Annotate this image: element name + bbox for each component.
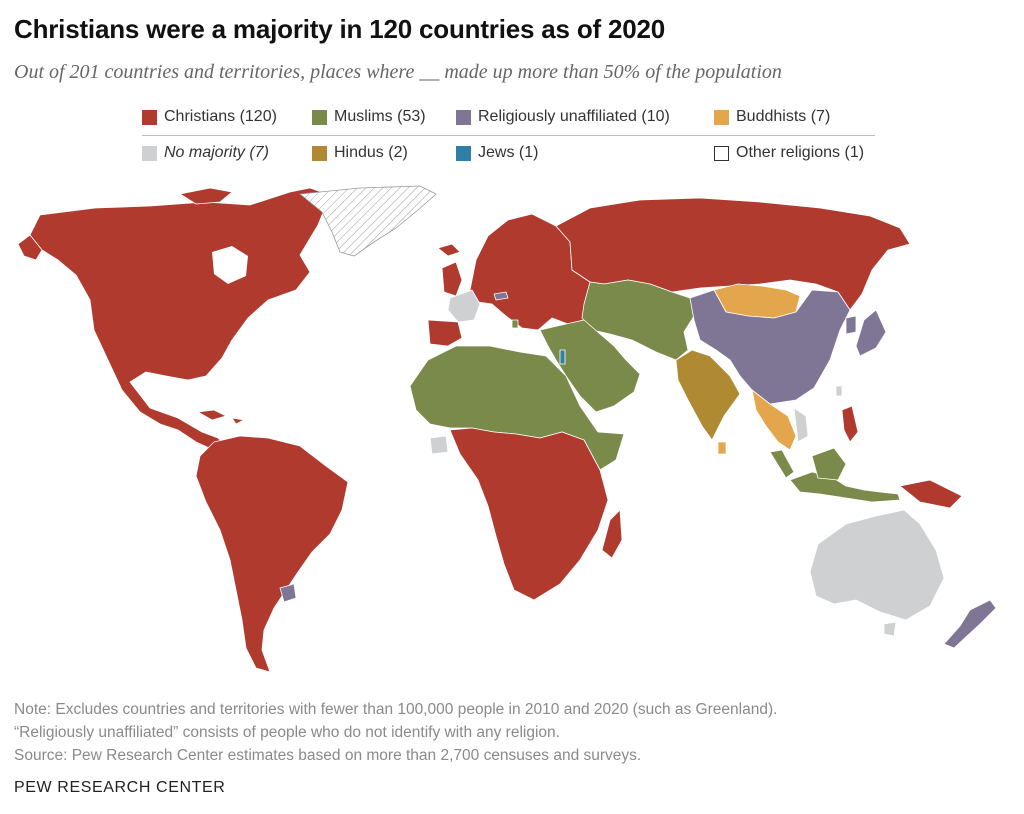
region-uk xyxy=(441,261,463,297)
region-alaska-west xyxy=(17,234,43,261)
legend-label-buddhists: Buddhists (7) xyxy=(736,108,831,125)
legend-item-other: Other religions (1) xyxy=(714,144,864,162)
region-borneo xyxy=(811,447,847,481)
legend-label-no-majority: No majority (7) xyxy=(164,144,269,161)
legend-swatch-buddhists xyxy=(714,109,729,125)
region-japan xyxy=(855,309,887,357)
region-greenland xyxy=(299,185,437,257)
region-philippines xyxy=(841,405,859,443)
region-north-africa xyxy=(409,345,625,471)
note-line-1: Note: Excludes countries and territories… xyxy=(14,701,778,718)
legend-item-unaffiliated: Religiously unaffiliated (10) xyxy=(456,108,670,126)
legend-swatch-other xyxy=(714,145,729,161)
region-china xyxy=(689,289,851,405)
legend: Christians (120) Muslims (53) Religiousl… xyxy=(142,108,878,168)
legend-swatch-jews xyxy=(456,145,471,161)
legend-item-no-majority: No majority (7) xyxy=(142,144,269,162)
region-new-zealand xyxy=(943,599,997,649)
region-taiwan xyxy=(835,385,843,397)
region-iceland xyxy=(437,243,461,257)
region-caribbean xyxy=(197,409,245,425)
region-north-america xyxy=(29,187,331,453)
region-iberia xyxy=(427,319,463,347)
legend-item-buddhists: Buddhists (7) xyxy=(714,108,830,126)
source-line: Source: Pew Research Center estimates ba… xyxy=(14,747,642,764)
legend-label-christians: Christians (120) xyxy=(164,108,277,125)
region-madagascar xyxy=(601,509,623,559)
region-india-nepal xyxy=(675,349,741,441)
legend-swatch-no-majority xyxy=(142,145,157,161)
region-arctic-islands xyxy=(179,187,233,205)
region-uruguay xyxy=(279,583,297,603)
legend-swatch-unaffiliated xyxy=(456,109,471,125)
notes: Note: Excludes countries and territories… xyxy=(14,698,1004,767)
region-south-america xyxy=(195,435,349,673)
legend-item-jews: Jews (1) xyxy=(456,144,538,162)
region-france xyxy=(447,289,481,323)
page-subtitle: Out of 201 countries and territories, pl… xyxy=(14,61,782,83)
legend-swatch-hindus xyxy=(312,145,327,161)
region-australia xyxy=(809,509,945,621)
legend-swatch-christians xyxy=(142,109,157,125)
legend-label-jews: Jews (1) xyxy=(478,144,539,161)
region-middle-east xyxy=(539,319,641,413)
legend-item-hindus: Hindus (2) xyxy=(312,144,408,162)
legend-item-muslims: Muslims (53) xyxy=(312,108,426,126)
brand-footer: PEW RESEARCH CENTER xyxy=(14,779,226,796)
region-czechia xyxy=(493,291,509,301)
legend-divider xyxy=(142,135,875,136)
region-sri-lanka xyxy=(717,441,727,455)
legend-swatch-muslims xyxy=(312,109,327,125)
legend-label-unaffiliated: Religiously unaffiliated (10) xyxy=(478,108,670,125)
legend-label-muslims: Muslims (53) xyxy=(334,108,426,125)
legend-item-christians: Christians (120) xyxy=(142,108,277,126)
region-ivory-coast xyxy=(429,435,449,455)
region-korea-north xyxy=(845,315,857,335)
world-map xyxy=(0,180,1024,680)
region-albania xyxy=(511,319,519,329)
region-indonesia xyxy=(789,471,901,503)
region-tasmania xyxy=(883,621,897,637)
region-central-southern-africa xyxy=(449,427,609,601)
note-line-2: “Religiously unaffiliated” consists of p… xyxy=(14,724,560,741)
legend-label-other: Other religions (1) xyxy=(736,144,865,161)
page-title: Christians were a majority in 120 countr… xyxy=(14,14,666,44)
world-map-svg xyxy=(17,185,997,673)
region-vietnam xyxy=(793,407,809,443)
region-papua xyxy=(899,479,963,509)
region-se-asia-mainland xyxy=(751,389,797,451)
region-malaysia xyxy=(769,449,795,479)
region-israel xyxy=(559,349,566,365)
legend-label-hindus: Hindus (2) xyxy=(334,144,408,161)
region-hudson-bay-water xyxy=(212,246,248,284)
